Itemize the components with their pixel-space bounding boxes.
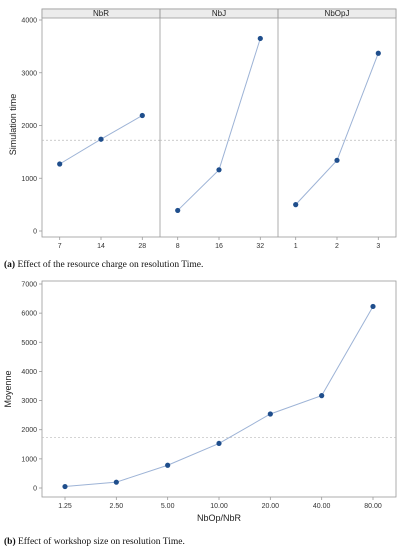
caption-b: (b) Effect of workshop size on resolutio… [4, 537, 185, 547]
data-point [98, 136, 104, 142]
data-point [267, 411, 273, 417]
x-tick-label: 28 [138, 243, 146, 250]
caption-a: (a) Effect of the resource charge on res… [4, 260, 203, 270]
x-tick-label: 40.00 [313, 503, 331, 510]
y-tick-label: 1000 [21, 456, 37, 463]
y-tick-label: 7000 [21, 282, 37, 289]
panel-title: NbOpJ [325, 9, 350, 18]
y-tick-label: 0 [33, 486, 37, 493]
y-axis-title: Moyenne [3, 370, 13, 407]
data-point [175, 207, 181, 214]
y-tick-label: 0 [33, 229, 37, 236]
x-tick-label: 7 [58, 243, 62, 250]
data-point [257, 35, 263, 42]
panel-title: NbR [93, 9, 109, 18]
x-tick-label: 14 [97, 243, 105, 250]
x-tick-label: 2 [335, 243, 339, 250]
data-point [334, 157, 340, 163]
data-point [370, 303, 376, 310]
data-point [216, 440, 222, 447]
data-point [319, 393, 325, 399]
data-point [57, 161, 63, 167]
data-point [216, 167, 222, 173]
y-tick-label: 3000 [21, 398, 37, 405]
y-tick-label: 4000 [21, 369, 37, 376]
chart-b: 0 1000 2000 3000 4000 5000 6000 7000 Moyenne 1.25… [3, 280, 397, 523]
chart-a-frame [41, 8, 397, 238]
caption-b-text: Effect of workshop size on resolution Ti… [18, 537, 185, 547]
x-tick-label: 2.50 [110, 503, 124, 510]
data-point [113, 479, 119, 485]
x-tick-label: 10.00 [210, 503, 228, 510]
data-point [62, 483, 68, 490]
x-tick-label: 80.00 [364, 503, 382, 510]
chart-b-frame [41, 280, 397, 498]
y-tick-label: 4000 [21, 18, 37, 25]
y-tick-label: 2000 [21, 427, 37, 434]
data-point [139, 112, 145, 119]
panel-title: NbJ [212, 9, 226, 18]
y-axis-title: Simulation time [8, 94, 18, 156]
caption-a-text: Effect of the resource charge on resolut… [17, 260, 204, 270]
y-tick-label: 3000 [21, 70, 37, 77]
x-tick-label: 20.00 [262, 503, 280, 510]
y-tick-label: 1000 [21, 176, 37, 183]
y-tick-label: 6000 [21, 311, 37, 318]
x-tick-label: 16 [215, 243, 223, 250]
y-tick-label: 2000 [21, 123, 37, 130]
y-tick-label: 5000 [21, 340, 37, 347]
x-tick-label: 3 [376, 243, 380, 250]
caption-b-label: (b) [4, 537, 16, 547]
series-line [295, 53, 379, 205]
series-line [177, 38, 261, 211]
x-tick-label: 5.00 [161, 503, 175, 510]
x-tick-label: 32 [256, 243, 264, 250]
x-tick-label: 8 [176, 243, 180, 250]
data-point [165, 462, 171, 468]
data-point [293, 202, 299, 208]
x-axis-title: NbOp/NbR [197, 513, 242, 523]
x-tick-label: 1.25 [58, 503, 72, 510]
x-tick-label: 1 [294, 243, 298, 250]
data-point [375, 50, 381, 56]
series-line [64, 306, 374, 488]
caption-a-label: (a) [4, 260, 16, 270]
